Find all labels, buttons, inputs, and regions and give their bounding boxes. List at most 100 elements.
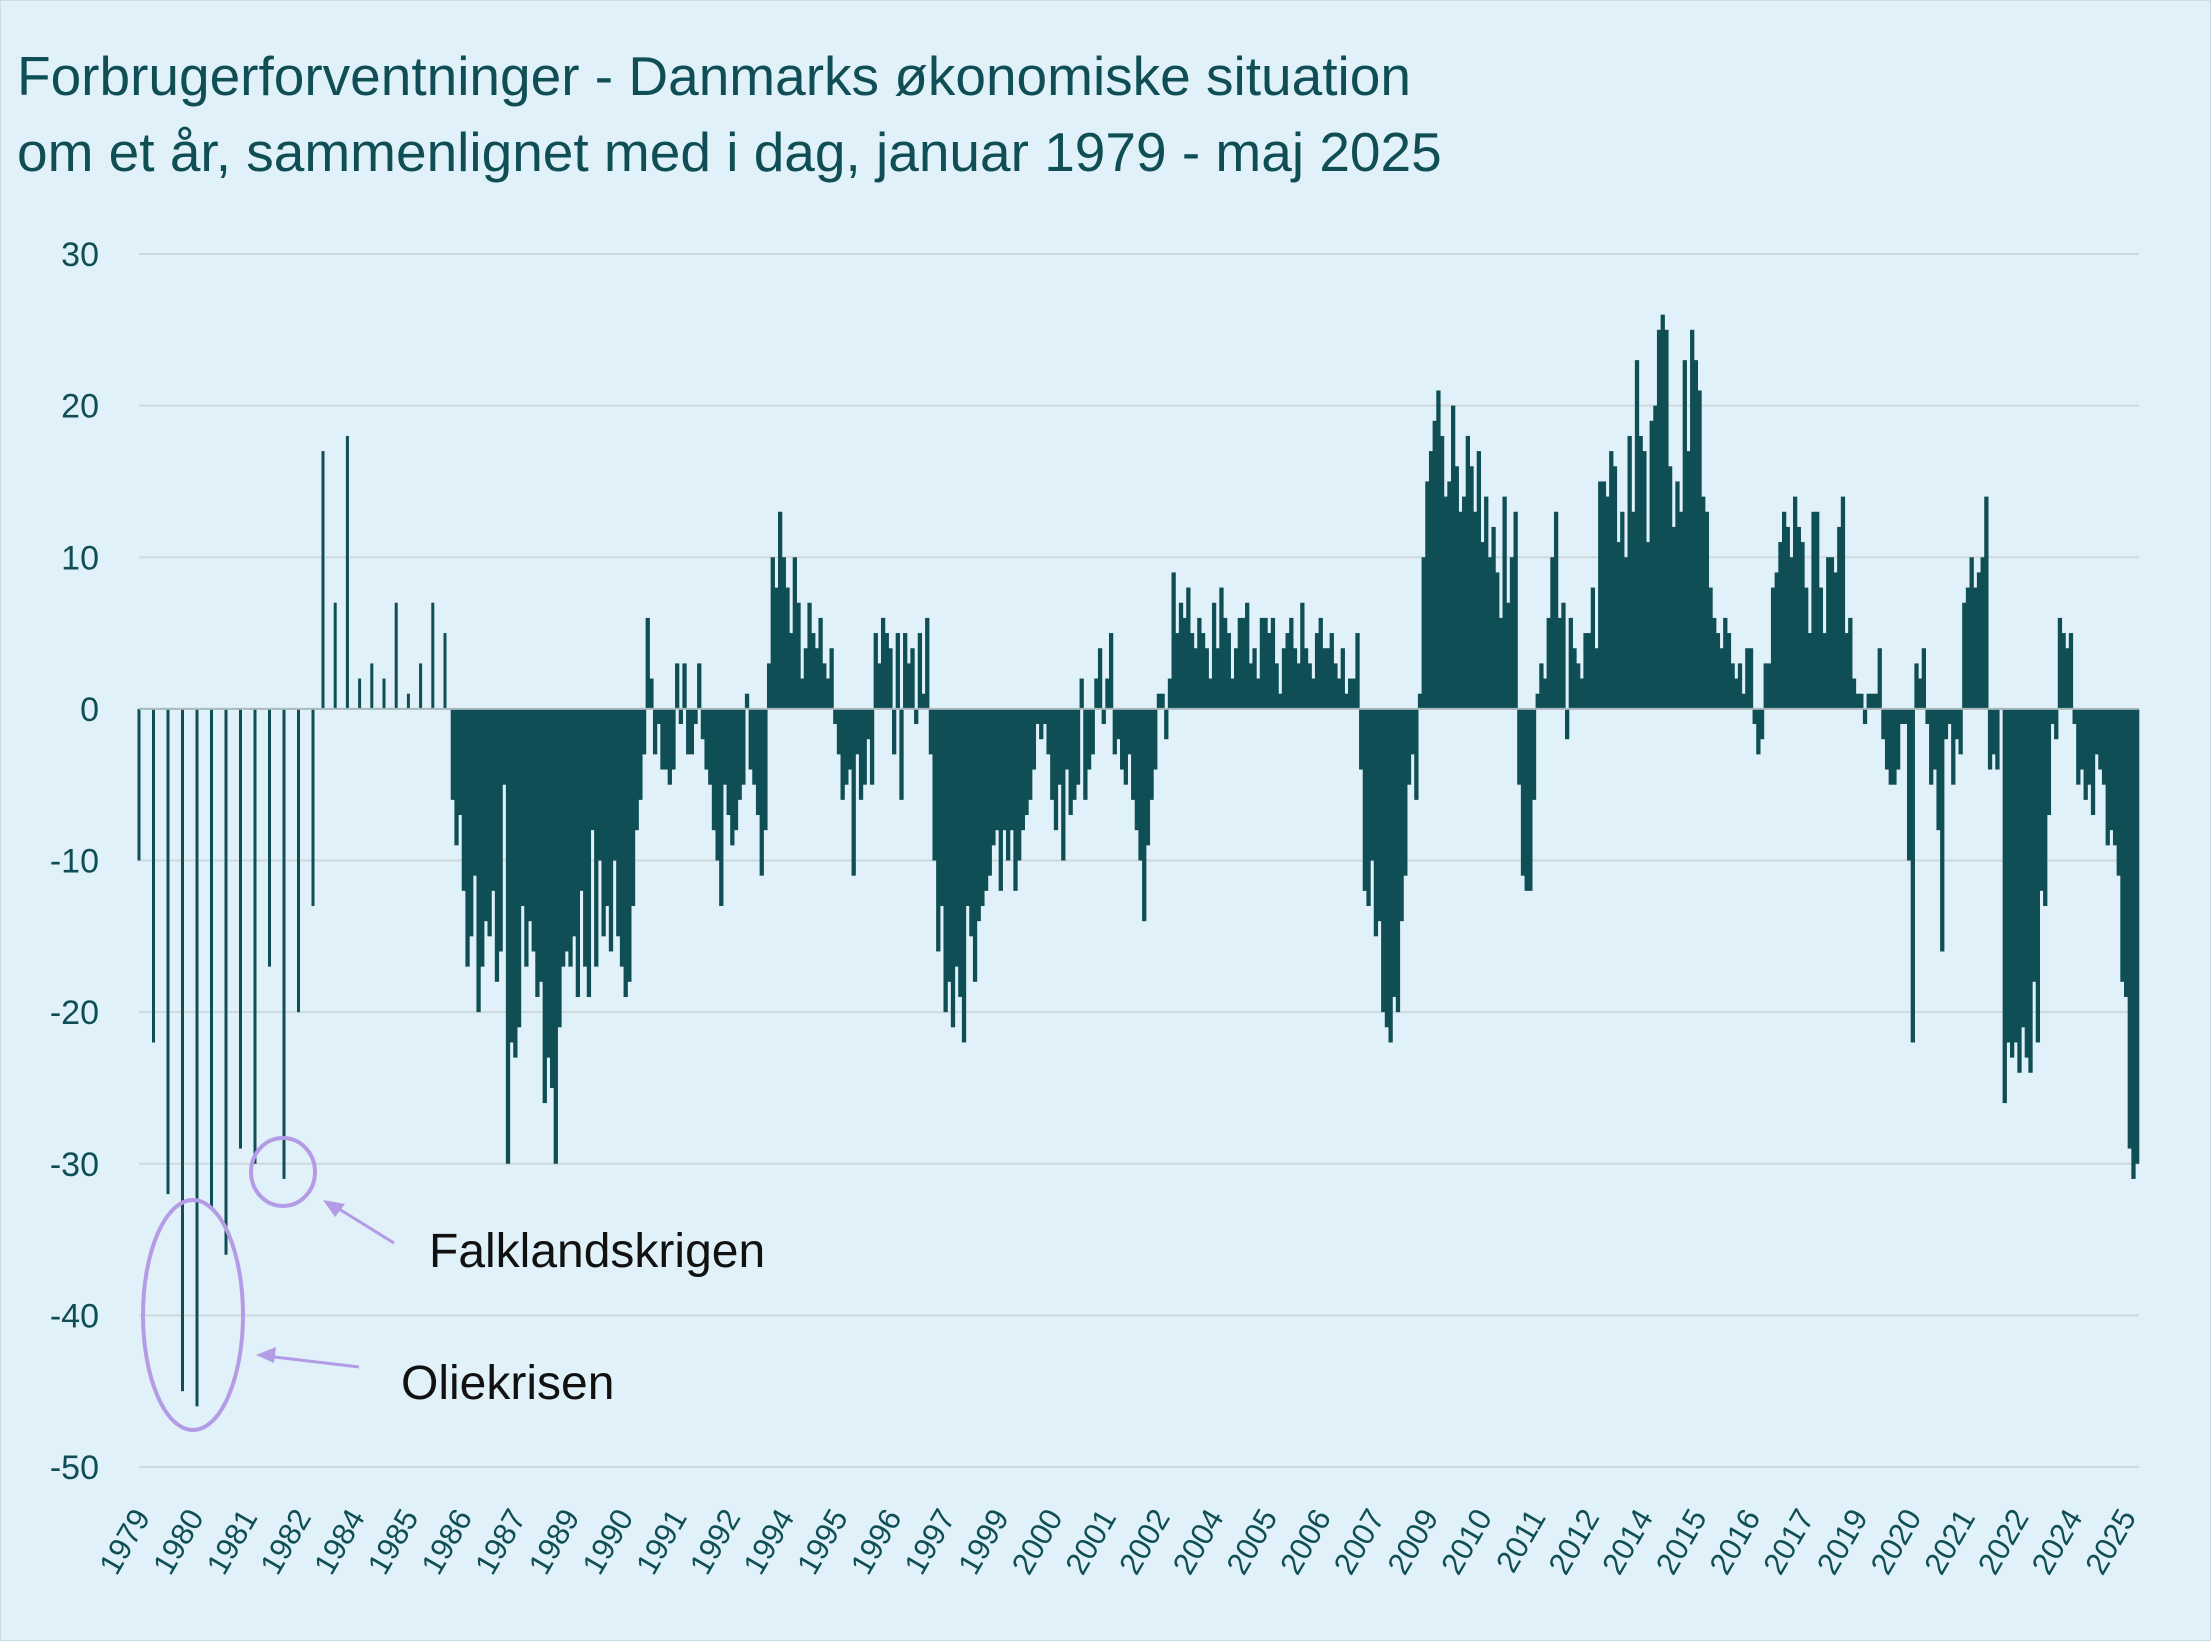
bar	[1951, 708, 1956, 785]
bar	[1189, 633, 1195, 709]
bar	[1546, 617, 1551, 709]
bar	[877, 663, 882, 709]
bar	[958, 708, 963, 997]
bar	[1822, 633, 1827, 709]
bar	[195, 708, 199, 1407]
bar	[1370, 708, 1375, 861]
bar	[1660, 314, 1665, 709]
bar	[1576, 663, 1581, 709]
bar	[763, 708, 768, 831]
bar	[1108, 633, 1114, 709]
bar	[1631, 511, 1636, 709]
bar	[1638, 435, 1643, 709]
bar	[1730, 663, 1735, 709]
bar	[2039, 708, 2044, 891]
bar	[1480, 542, 1485, 709]
bar	[847, 708, 853, 770]
bar	[796, 602, 801, 709]
x-tick-label: 1994	[736, 1503, 801, 1580]
bar	[1072, 708, 1077, 800]
bar	[1410, 708, 1415, 755]
x-tick-label: 2011	[1489, 1503, 1553, 1578]
bar	[1642, 451, 1647, 709]
bar	[461, 708, 467, 891]
bar	[1329, 633, 1334, 709]
bar	[630, 708, 636, 906]
bar	[789, 633, 794, 709]
bar	[1943, 708, 1949, 740]
bar	[980, 708, 985, 906]
bar	[394, 602, 398, 709]
bar	[382, 678, 386, 709]
bar	[1616, 542, 1621, 709]
bar	[1120, 708, 1125, 770]
bar	[1322, 648, 1327, 709]
bar	[1090, 708, 1095, 755]
bar	[1653, 405, 1658, 709]
bar	[1579, 678, 1584, 709]
bar	[1009, 708, 1014, 831]
bar	[1634, 360, 1640, 709]
bar	[1840, 496, 1846, 709]
bar	[1557, 617, 1562, 709]
bar	[1976, 572, 1982, 709]
bar	[1083, 708, 1088, 800]
bar	[542, 708, 547, 1104]
bar	[829, 648, 834, 709]
bar	[1627, 435, 1632, 709]
bar	[1524, 708, 1529, 891]
bar	[921, 693, 926, 709]
bar	[976, 708, 981, 922]
bar	[781, 557, 786, 709]
bar	[1403, 708, 1408, 876]
bar	[601, 708, 606, 937]
x-tick-label: 2024	[2025, 1503, 2090, 1580]
bar	[553, 708, 558, 1164]
bar	[947, 708, 952, 982]
bar	[1918, 678, 1923, 709]
annotation-oliekrisen: Oliekrisen	[141, 1198, 614, 1432]
falklandskrigen-arrow	[330, 1202, 395, 1245]
bar	[2116, 708, 2121, 876]
bar	[899, 708, 904, 800]
bar	[1392, 708, 1397, 997]
bar	[1340, 648, 1345, 709]
bar	[1708, 587, 1713, 709]
x-tick-label: 2017	[1756, 1503, 1821, 1580]
x-tick-label: 1990	[575, 1503, 640, 1580]
bar	[1682, 360, 1687, 709]
x-tick-label: 2007	[1327, 1503, 1392, 1580]
bar	[932, 708, 937, 861]
bar	[2131, 708, 2136, 1179]
bar	[531, 708, 536, 952]
bar	[1439, 435, 1445, 709]
x-tick-label: 1984	[307, 1503, 372, 1580]
bar	[1314, 633, 1320, 709]
bar	[1039, 708, 1044, 740]
bar	[1414, 708, 1419, 800]
bar	[1028, 708, 1033, 800]
bar	[1042, 708, 1048, 725]
bar	[1267, 633, 1272, 709]
bar	[994, 708, 1000, 831]
bar	[1035, 708, 1040, 725]
bar	[1980, 557, 1985, 709]
bar	[697, 663, 702, 709]
bar	[1815, 511, 1820, 709]
bar	[1715, 633, 1721, 709]
bar	[557, 708, 562, 1028]
bar	[1778, 542, 1783, 709]
bar	[1612, 466, 1618, 709]
bar	[888, 648, 893, 709]
bar	[1907, 708, 1912, 861]
bar	[431, 602, 435, 709]
grid-lines	[139, 253, 2139, 1468]
x-tick-label: 2005	[1219, 1503, 1284, 1580]
bar	[1789, 557, 1794, 709]
bar	[660, 708, 665, 770]
bar	[469, 708, 474, 937]
bar	[1568, 617, 1573, 709]
bar	[311, 708, 315, 906]
bar	[491, 708, 496, 891]
falklandskrigen-arrowhead	[323, 1200, 345, 1217]
